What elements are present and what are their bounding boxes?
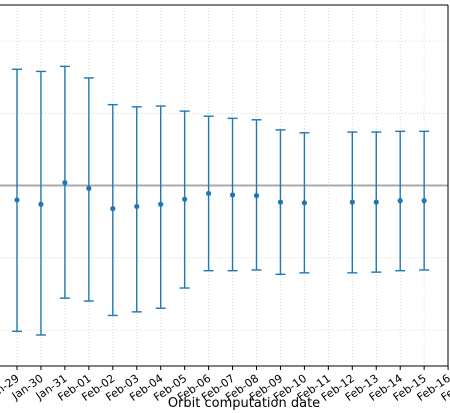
data-point <box>86 185 92 191</box>
data-point <box>38 201 44 207</box>
data-point <box>397 198 403 204</box>
data-point <box>349 199 355 205</box>
data-point <box>14 197 20 203</box>
data-point <box>134 203 140 210</box>
data-point <box>182 196 188 202</box>
data-point <box>158 201 164 207</box>
data-point <box>373 199 379 205</box>
data-point <box>301 200 307 206</box>
plot-frame <box>0 4 449 367</box>
data-point <box>62 180 68 186</box>
data-point <box>110 206 116 212</box>
data-point <box>277 199 284 205</box>
data-point <box>253 193 260 199</box>
data-point <box>206 190 212 197</box>
data-point <box>421 198 427 204</box>
x-axis-ticks <box>16 366 449 370</box>
error-bar-series <box>12 65 430 336</box>
x-axis-label: Orbit computation date <box>168 396 320 411</box>
data-point <box>229 192 236 198</box>
